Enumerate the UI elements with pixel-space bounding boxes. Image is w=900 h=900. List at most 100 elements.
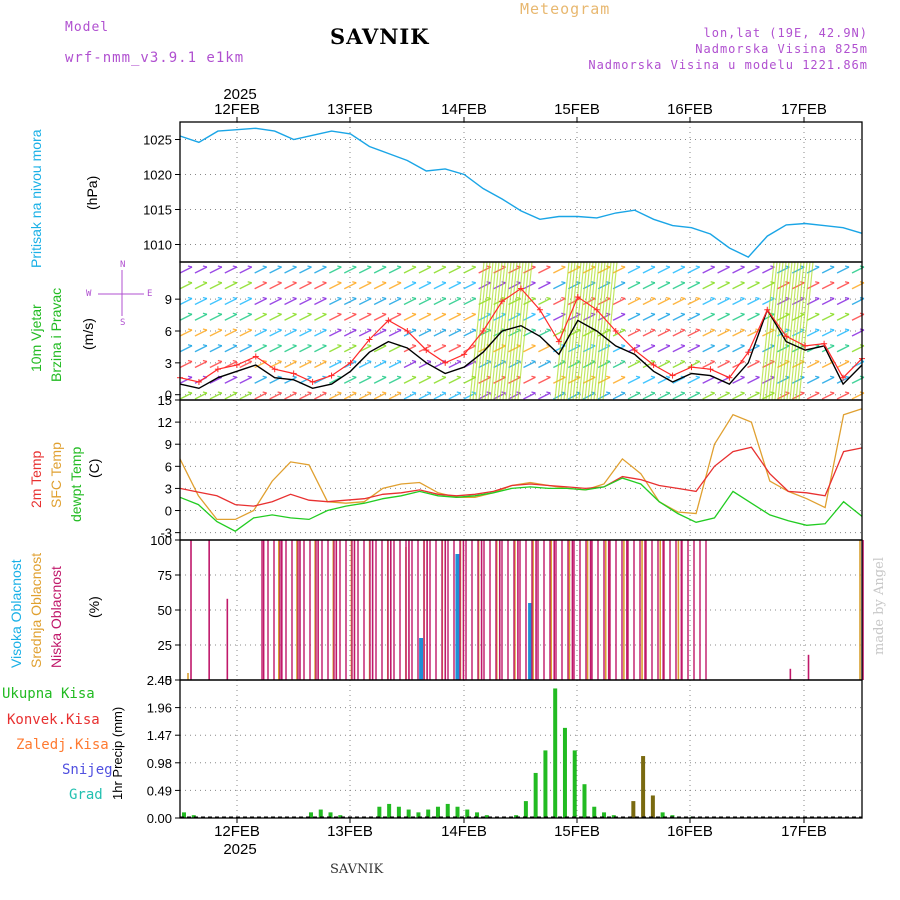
wind-arrow — [194, 313, 208, 321]
wind-arrow — [657, 313, 671, 321]
wind-arrow — [358, 345, 372, 353]
wind-arrow — [358, 266, 372, 274]
wind-arrow-head — [680, 344, 685, 347]
wind-arrow-head — [217, 328, 223, 331]
y-tick-label: 0 — [165, 388, 172, 403]
wind-arrow — [717, 392, 730, 400]
wind-barb-streak — [789, 261, 805, 401]
wind-arrow-head — [650, 328, 656, 331]
wind-arrow-head — [829, 281, 835, 284]
wind-barb-streak — [593, 261, 609, 401]
wind-arrow-head — [411, 391, 417, 394]
watermark: made by Angel — [872, 557, 887, 655]
wind-arrow-head — [844, 391, 850, 394]
wind-arrow-head — [322, 328, 327, 331]
wind-arrow-head — [411, 281, 417, 284]
wind-arrow — [627, 313, 641, 321]
wind-arrow — [806, 360, 820, 369]
wind-arrow-head — [441, 296, 447, 300]
wind-arrow — [403, 392, 417, 400]
wind-arrow — [791, 329, 805, 337]
wind-arrow-head — [247, 312, 252, 315]
wind-arrow — [732, 392, 745, 400]
pressure-line — [179, 127, 863, 258]
date-label-top: 16FEB — [667, 101, 713, 118]
wind-arrow-head — [755, 391, 760, 394]
wind-arrow — [627, 266, 641, 274]
wind-arrow — [538, 392, 551, 400]
wind-arrow-head — [546, 359, 551, 363]
precip-bar — [445, 803, 450, 818]
wind-arrow-head — [680, 296, 685, 300]
wind-arrow-head — [292, 344, 297, 347]
wind-arrow — [612, 376, 626, 384]
wind-arrow — [717, 282, 730, 290]
wind-arrow — [642, 360, 656, 369]
wind-arrow-head — [829, 375, 835, 378]
wind-arrow — [463, 345, 477, 353]
precip-bar — [406, 809, 411, 818]
wind-arrow — [224, 360, 238, 369]
wind-arrow-head — [815, 281, 820, 284]
wind-arrow-head — [441, 265, 447, 268]
wind-barb-streak — [783, 261, 799, 401]
wind-barb-streak — [502, 261, 518, 401]
wind-arrow-head — [381, 281, 387, 284]
wind-arrow — [448, 360, 462, 369]
wind-arrow-head — [680, 312, 685, 315]
wind-arrow — [403, 360, 417, 369]
wind-arrow-head — [456, 344, 461, 347]
wind-barb-streak — [584, 261, 600, 401]
year-label-bottom: 2025 — [223, 841, 256, 858]
y-tick-label: 0.49 — [147, 783, 172, 798]
wind-arrow — [702, 282, 715, 290]
model-name: wrf-nmm_v3.9.1 e1km — [65, 50, 245, 66]
wind-arrow — [806, 376, 820, 384]
wind-arrow — [284, 360, 297, 369]
wind-arrow-head — [755, 375, 760, 378]
wind-arrow-head — [815, 391, 820, 394]
page-title: SAVNIK — [330, 24, 430, 49]
wind-arrow — [687, 392, 701, 400]
y-tick-label: 50 — [158, 603, 172, 618]
wind-arrow-head — [680, 281, 685, 284]
wind-arrow — [538, 376, 551, 384]
wind-barb-streak — [490, 261, 506, 401]
wind-arrow-head — [829, 391, 835, 394]
wind-arrow-head — [426, 391, 432, 394]
wind-arrow — [418, 313, 432, 321]
wind-arrow-head — [635, 344, 641, 347]
wind-arrow-head — [262, 312, 267, 315]
y-tick-label: 1010 — [143, 238, 172, 253]
y-tick-label: 1.47 — [147, 728, 172, 743]
wind-barb-streak — [560, 261, 576, 401]
wind-arrow-head — [815, 359, 820, 363]
wind-arrow-head — [202, 359, 208, 363]
wind-arrow-head — [202, 391, 208, 394]
wind-arrow-head — [620, 296, 626, 300]
wind-arrow — [687, 313, 701, 321]
wind-arrow — [821, 266, 835, 274]
wind-barb-streak — [472, 261, 488, 401]
wind-arrow-head — [815, 328, 820, 331]
wind-arrow — [209, 329, 223, 337]
wind-arrow — [329, 360, 342, 369]
date-label-top: 14FEB — [441, 101, 487, 118]
wind-arrow — [284, 266, 297, 274]
date-label-bottom: 14FEB — [441, 823, 487, 840]
wind-arrow — [373, 345, 387, 353]
wind-arrow-head — [307, 375, 312, 378]
wind-arrow-head — [411, 312, 417, 315]
wind-arrow — [448, 282, 462, 290]
y-tick-label: 1025 — [143, 133, 172, 148]
wind-arrow-head — [307, 296, 312, 300]
wind-arrow — [657, 345, 671, 353]
legend-snow: Snijeg — [62, 762, 113, 778]
y-tick-label: 6 — [165, 459, 172, 474]
wind-arrow — [418, 329, 432, 337]
wind-arrow — [358, 297, 372, 306]
wind-arrow — [224, 345, 238, 353]
wind-arrow-head — [367, 265, 372, 268]
wind-arrow-head — [471, 265, 476, 268]
wind-arrow — [463, 297, 477, 306]
